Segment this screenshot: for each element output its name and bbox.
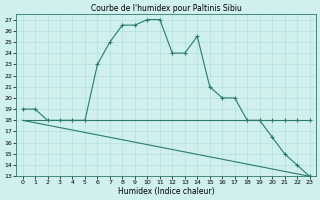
X-axis label: Humidex (Indice chaleur): Humidex (Indice chaleur) <box>118 187 214 196</box>
Title: Courbe de l'humidex pour Paltinis Sibiu: Courbe de l'humidex pour Paltinis Sibiu <box>91 4 242 13</box>
